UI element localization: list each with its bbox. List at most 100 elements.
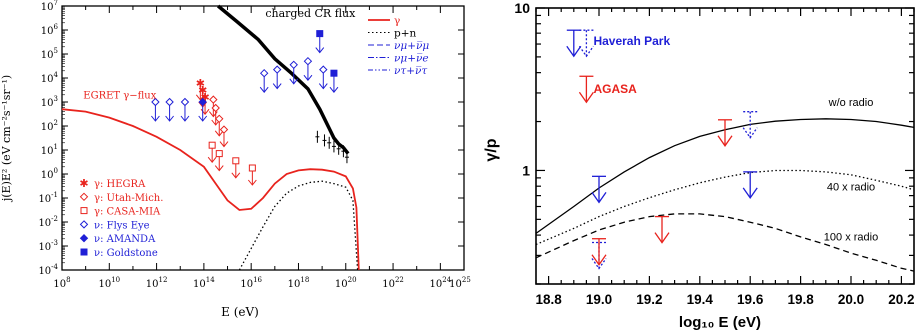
nu-upper-limit-arrow-head <box>198 115 208 122</box>
nu-upper-limit-arrow-head <box>259 86 269 94</box>
left-y-tick-label: 10-4 <box>38 263 58 277</box>
right-x-tick-label: 19.6 <box>737 292 764 307</box>
legend-label: νμ+ν̅μ <box>394 40 429 52</box>
nu-upper-limit-arrow-head <box>180 115 190 122</box>
upper-limit-arrowhead <box>717 135 733 147</box>
marker-diamond-open <box>259 68 269 78</box>
left-series-p-n <box>238 180 359 271</box>
marker-star: ✱ <box>200 92 209 104</box>
left-x-tick-label: 108 <box>53 276 70 290</box>
gamma-upper-limit-arrow-head <box>219 141 229 148</box>
legend-label: p+n <box>394 28 417 40</box>
marker-square-filled <box>330 69 338 77</box>
left-x-tick-label: 1018 <box>288 276 310 290</box>
upper-limit-arrowhead <box>742 127 758 139</box>
left-y-tick-label: 106 <box>41 23 59 37</box>
marker-star: ✱ <box>79 178 88 190</box>
legend-label: ν: Flys Eye <box>94 220 150 231</box>
legend-label: γ: Utah-Mich. <box>94 193 163 204</box>
left-x-tick-label: 1025 <box>449 276 471 290</box>
marker-square-open <box>248 164 256 172</box>
marker-square-open <box>208 141 216 149</box>
gamma-upper-limit-arrow-head <box>247 179 257 186</box>
right-x-tick-label: 18.8 <box>535 292 562 307</box>
right-x-tick-label: 19.0 <box>586 292 612 307</box>
nu-upper-limit-arrow-head <box>315 47 325 54</box>
nu-upper-limit-arrow-head <box>272 83 282 90</box>
marker-diamond-open <box>79 192 89 202</box>
left-y-tick-label: 10-3 <box>38 239 58 253</box>
right-y-axis-label: γ/p <box>483 138 500 161</box>
nu-upper-limit-arrow-head <box>151 115 160 122</box>
nu-upper-limit-arrow-head <box>329 86 339 94</box>
nu-upper-limit-arrow-head <box>289 78 299 85</box>
left-annotation: EGRET γ−flux <box>83 90 156 101</box>
upper-limit-arrowhead <box>578 91 594 104</box>
upper-limit-arrowhead <box>578 45 594 58</box>
nu-upper-limit-arrow-head <box>303 74 313 82</box>
left-y-tick-label: 103 <box>41 95 58 109</box>
legend-label: νμ+ν̅e <box>394 53 429 65</box>
marker-square-open <box>232 157 240 165</box>
left-y-tick-label: 10-1 <box>38 191 58 205</box>
right-x-tick-label: 19.4 <box>687 292 714 307</box>
left-y-tick-label: 107 <box>41 0 58 13</box>
right-y-tick-label: 10 <box>514 0 530 16</box>
marker-diamond-open <box>272 65 282 74</box>
marker-star: ✱ <box>196 78 205 90</box>
marker-diamond-open <box>319 65 328 74</box>
marker-diamond-open <box>303 56 313 66</box>
nu-upper-limit-arrow-head <box>165 115 174 122</box>
left-plot-frame <box>61 5 465 271</box>
marker-diamond-open <box>165 97 174 107</box>
marker-diamond-open <box>215 114 224 124</box>
gamma-upper-limit-arrow-head <box>214 165 224 172</box>
marker-diamond-open <box>79 220 89 229</box>
legend-label: ντ+ν̅τ <box>394 65 427 77</box>
left-y-tick-label: 101 <box>41 143 58 157</box>
left-chart: 10-4 10-3 10-2 10-1 100 101 102 103 104 105 106 107… <box>0 0 471 319</box>
left-x-tick-label: 1022 <box>382 276 404 290</box>
marker-star: ✱ <box>198 85 207 97</box>
marker-square-open <box>80 207 88 215</box>
left-x-tick-label: 1014 <box>193 276 215 290</box>
gamma-upper-limit-arrow-head <box>231 172 241 179</box>
legend-label: ν: Goldstone <box>94 248 158 259</box>
right-legend-label: AGASA <box>593 82 637 96</box>
upper-limit-arrowhead <box>591 191 607 204</box>
left-annotation: charged CR flux <box>265 7 356 20</box>
left-y-tick-label: 102 <box>41 119 58 133</box>
left-series-charged-cr-flux <box>216 4 350 155</box>
marker-diamond-open <box>180 97 190 107</box>
upper-limit-arrowhead <box>742 187 758 200</box>
right-curve-label: 100 x radio <box>824 232 878 244</box>
left-y-axis-label: j(E)E² (eV cm⁻²s⁻¹sr⁻¹) <box>0 75 13 203</box>
marker-diamond-open <box>219 125 229 134</box>
right-x-tick-label: 19.2 <box>636 292 662 307</box>
legend-label: ν: AMANDA <box>94 234 156 245</box>
marker-diamond-filled <box>79 233 89 243</box>
right-curve-label: 40 x radio <box>827 182 875 194</box>
left-y-tick-label: 105 <box>41 47 58 61</box>
marker-square-filled <box>316 30 324 38</box>
gamma-upper-limit-arrow-head <box>207 156 217 164</box>
upper-limit-arrowhead <box>566 45 582 58</box>
upper-limit-arrowhead <box>654 232 670 244</box>
upper-limit-arrowhead <box>591 254 607 266</box>
legend-label: γ: HEGRA <box>94 179 146 190</box>
left-x-axis-label: E (eV) <box>221 305 259 319</box>
left-x-tick-label: 1010 <box>98 276 120 290</box>
left-y-tick-label: 100 <box>41 167 58 181</box>
right-x-tick-label: 20.0 <box>838 292 864 307</box>
marker-square-filled <box>80 248 88 256</box>
legend-label: γ <box>394 15 400 27</box>
marker-diamond-open <box>209 95 218 104</box>
gamma-upper-limit-arrow-head <box>214 130 224 137</box>
right-x-tick-label: 19.8 <box>787 292 814 307</box>
right-x-tick-label: 20.2 <box>888 292 914 307</box>
right-series-w-o-radio <box>535 118 915 234</box>
right-series-100-x-radio <box>535 213 915 272</box>
right-x-axis-label: log₁₀ E (eV) <box>679 314 761 331</box>
right-legend-label: Haverah Park <box>593 34 670 48</box>
